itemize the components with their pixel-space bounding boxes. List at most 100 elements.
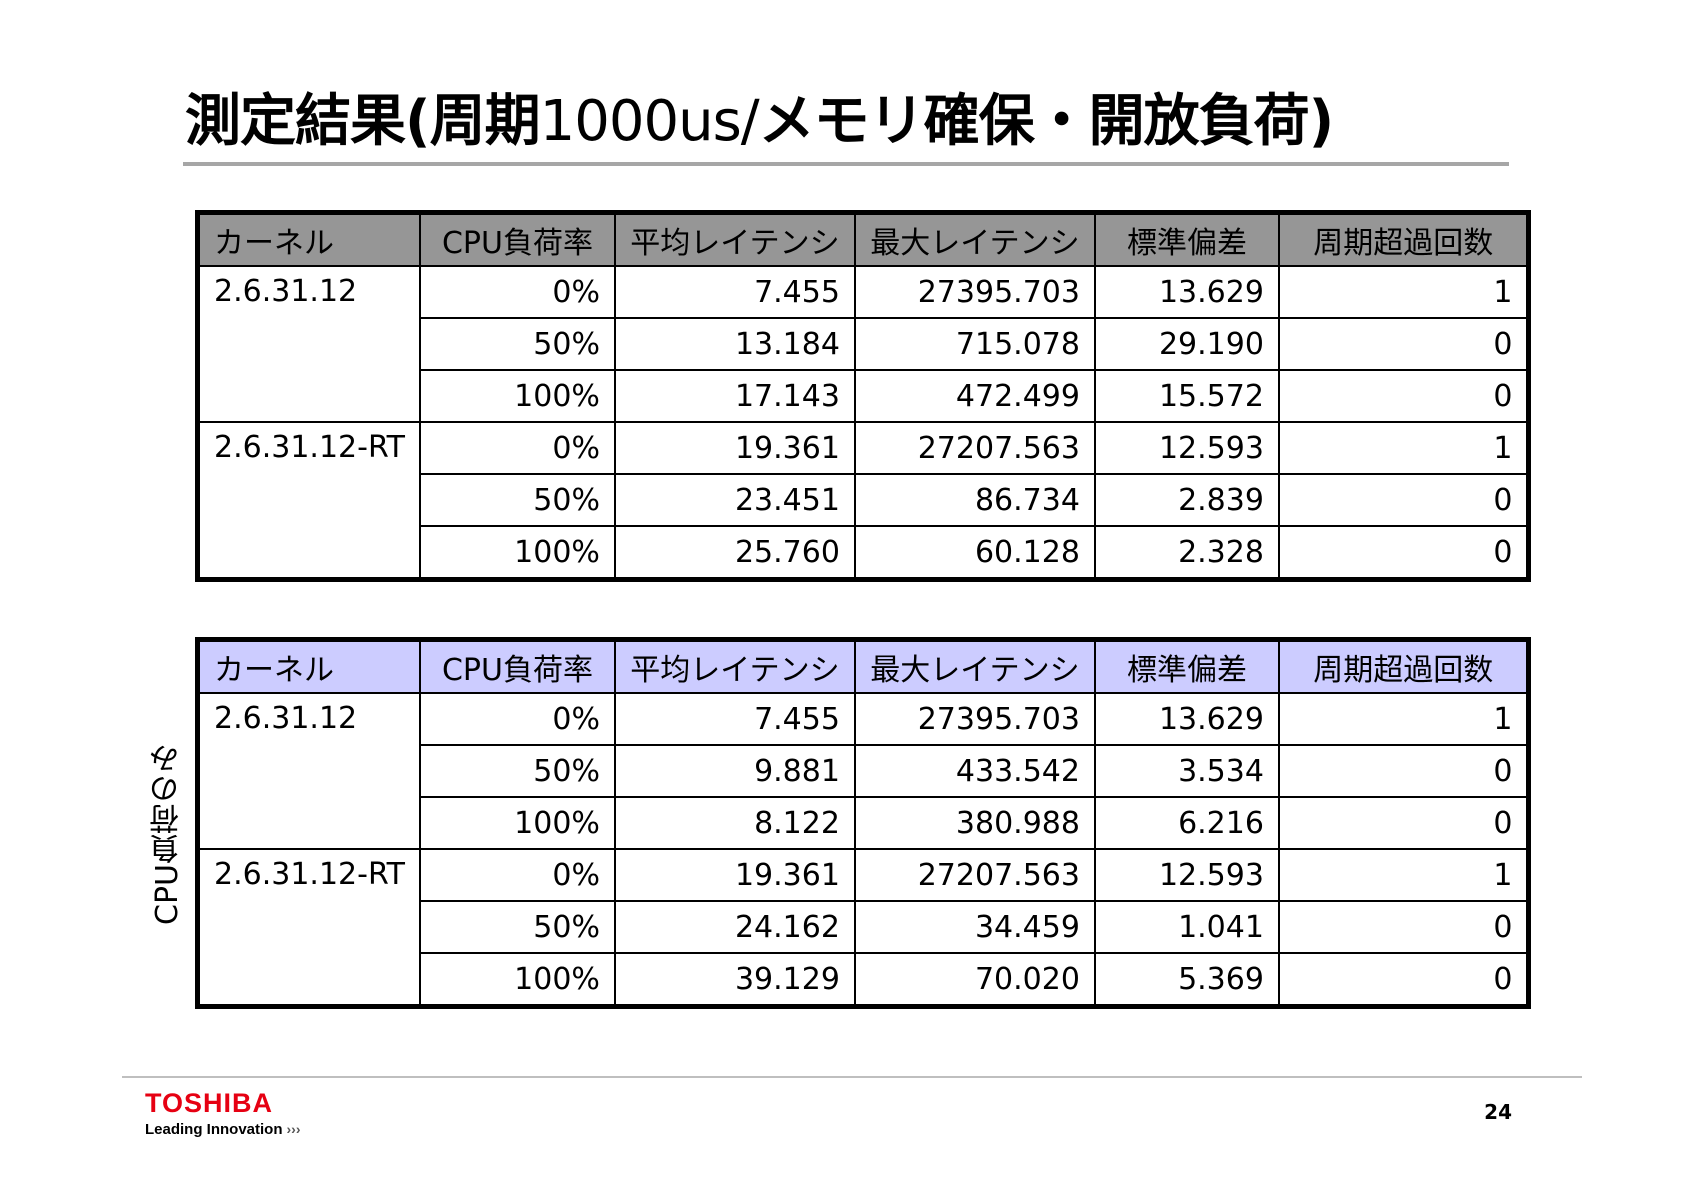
overrun-count-cell: 1	[1277, 848, 1530, 902]
max-latency-cell: 472.499	[853, 369, 1096, 423]
table-row: 50% 23.451 86.734 2.839 0	[198, 473, 1530, 527]
avg-latency-cell: 7.455	[613, 692, 856, 746]
results-table-1: カーネル CPU負荷率 平均レイテンシ 最大レイテンシ 標準偏差 周期超過回数 …	[195, 210, 1532, 582]
table-row: 100% 25.760 60.128 2.328 0	[198, 525, 1530, 581]
header-cpu-load: CPU負荷率	[418, 638, 616, 694]
max-latency-cell: 86.734	[853, 473, 1096, 527]
overrun-count-cell: 0	[1277, 369, 1530, 423]
header-std-dev: 標準偏差	[1093, 638, 1280, 694]
std-dev-cell: 2.839	[1093, 473, 1280, 527]
overrun-count-cell: 0	[1277, 796, 1530, 850]
table-row: 50% 13.184 715.078 29.190 0	[198, 317, 1530, 371]
footer-divider	[122, 1076, 1582, 1078]
avg-latency-cell: 24.162	[613, 900, 856, 954]
overrun-count-cell: 1	[1277, 692, 1530, 746]
header-max-latency: 最大レイテンシ	[853, 211, 1096, 267]
tagline-text: Leading Innovation	[145, 1121, 283, 1138]
title-part-2: 1000us/	[539, 89, 760, 154]
cpu-load-cell: 50%	[418, 317, 616, 371]
max-latency-cell: 433.542	[853, 744, 1096, 798]
cpu-load-cell: 0%	[418, 848, 616, 902]
brand-wordmark: TOSHIBA	[145, 1088, 274, 1118]
cpu-load-cell: 100%	[418, 796, 616, 850]
cpu-load-cell: 0%	[418, 421, 616, 475]
header-kernel: カーネル	[196, 211, 421, 267]
table-row: 50% 24.162 34.459 1.041 0	[198, 900, 1530, 954]
std-dev-cell: 5.369	[1093, 952, 1280, 1008]
overrun-count-cell: 0	[1277, 525, 1530, 581]
overrun-count-cell: 1	[1277, 265, 1530, 319]
table-row: 2.6.31.12-RT 0% 19.361 27207.563 12.593 …	[196, 421, 1530, 581]
cpu-load-cell: 50%	[418, 473, 616, 527]
header-overrun-count: 周期超過回数	[1277, 211, 1530, 267]
table-header-row: カーネル CPU負荷率 平均レイテンシ 最大レイテンシ 標準偏差 周期超過回数	[196, 638, 1530, 694]
std-dev-cell: 29.190	[1093, 317, 1280, 371]
avg-latency-cell: 7.455	[613, 265, 856, 319]
header-avg-latency: 平均レイテンシ	[613, 211, 856, 267]
header-std-dev: 標準偏差	[1093, 211, 1280, 267]
std-dev-cell: 15.572	[1093, 369, 1280, 423]
avg-latency-cell: 17.143	[613, 369, 856, 423]
triple-chevron-icon: ›››	[286, 1121, 301, 1137]
table-row: 100% 17.143 472.499 15.572 0	[198, 369, 1530, 423]
cpu-load-cell: 100%	[418, 369, 616, 423]
avg-latency-cell: 19.361	[613, 848, 856, 902]
cpu-load-cell: 50%	[418, 744, 616, 798]
header-cpu-load: CPU負荷率	[418, 211, 616, 267]
std-dev-cell: 1.041	[1093, 900, 1280, 954]
cpu-load-cell: 100%	[418, 952, 616, 1008]
kernel-cell: 2.6.31.12-RT	[196, 848, 421, 1008]
overrun-count-cell: 0	[1277, 317, 1530, 371]
cpu-load-cell: 100%	[418, 525, 616, 581]
page-title: 測定結果(周期1000us/メモリ確保・開放負荷)	[185, 82, 1335, 162]
header-avg-latency: 平均レイテンシ	[613, 638, 856, 694]
avg-latency-cell: 25.760	[613, 525, 856, 581]
table-header-row: カーネル CPU負荷率 平均レイテンシ 最大レイテンシ 標準偏差 周期超過回数	[196, 211, 1530, 267]
results-table-2: カーネル CPU負荷率 平均レイテンシ 最大レイテンシ 標準偏差 周期超過回数 …	[195, 637, 1532, 1009]
brand-tagline: Leading Innovation ›››	[145, 1118, 375, 1141]
std-dev-cell: 13.629	[1093, 692, 1280, 746]
overrun-count-cell: 0	[1277, 744, 1530, 798]
page-number: 24	[1484, 1100, 1512, 1124]
side-label-cpu-load-only: CPU負荷のみ	[150, 744, 185, 926]
avg-latency-cell: 19.361	[613, 421, 856, 475]
cpu-load-cell: 0%	[418, 692, 616, 746]
cpu-load-cell: 50%	[418, 900, 616, 954]
overrun-count-cell: 1	[1277, 421, 1530, 475]
title-divider	[183, 162, 1509, 166]
kernel-cell: 2.6.31.12-RT	[196, 421, 421, 581]
table-row: 2.6.31.12 0% 7.455 27395.703 13.629 1	[196, 692, 1530, 850]
std-dev-cell: 12.593	[1093, 848, 1280, 902]
table-row: 100% 8.122 380.988 6.216 0	[198, 796, 1530, 850]
max-latency-cell: 27207.563	[853, 848, 1096, 902]
max-latency-cell: 34.459	[853, 900, 1096, 954]
std-dev-cell: 6.216	[1093, 796, 1280, 850]
toshiba-logo: TOSHIBA Leading Innovation ›››	[145, 1088, 375, 1141]
max-latency-cell: 715.078	[853, 317, 1096, 371]
header-overrun-count: 周期超過回数	[1277, 638, 1530, 694]
std-dev-cell: 12.593	[1093, 421, 1280, 475]
max-latency-cell: 70.020	[853, 952, 1096, 1008]
max-latency-cell: 27395.703	[853, 265, 1096, 319]
overrun-count-cell: 0	[1277, 473, 1530, 527]
max-latency-cell: 27207.563	[853, 421, 1096, 475]
table-row: 2.6.31.12 0% 7.455 27395.703 13.629 1	[196, 265, 1530, 423]
avg-latency-cell: 23.451	[613, 473, 856, 527]
table-row: 50% 9.881 433.542 3.534 0	[198, 744, 1530, 798]
avg-latency-cell: 13.184	[613, 317, 856, 371]
kernel-cell: 2.6.31.12	[196, 692, 421, 850]
kernel-cell: 2.6.31.12	[196, 265, 421, 423]
std-dev-cell: 2.328	[1093, 525, 1280, 581]
avg-latency-cell: 39.129	[613, 952, 856, 1008]
title-part-1: 測定結果(周期	[185, 89, 541, 154]
std-dev-cell: 13.629	[1093, 265, 1280, 319]
cpu-load-cell: 0%	[418, 265, 616, 319]
title-part-3: メモリ確保・開放負荷)	[758, 89, 1335, 154]
max-latency-cell: 380.988	[853, 796, 1096, 850]
overrun-count-cell: 0	[1277, 900, 1530, 954]
table-row: 2.6.31.12-RT 0% 19.361 27207.563 12.593 …	[196, 848, 1530, 1008]
avg-latency-cell: 8.122	[613, 796, 856, 850]
avg-latency-cell: 9.881	[613, 744, 856, 798]
max-latency-cell: 27395.703	[853, 692, 1096, 746]
overrun-count-cell: 0	[1277, 952, 1530, 1008]
